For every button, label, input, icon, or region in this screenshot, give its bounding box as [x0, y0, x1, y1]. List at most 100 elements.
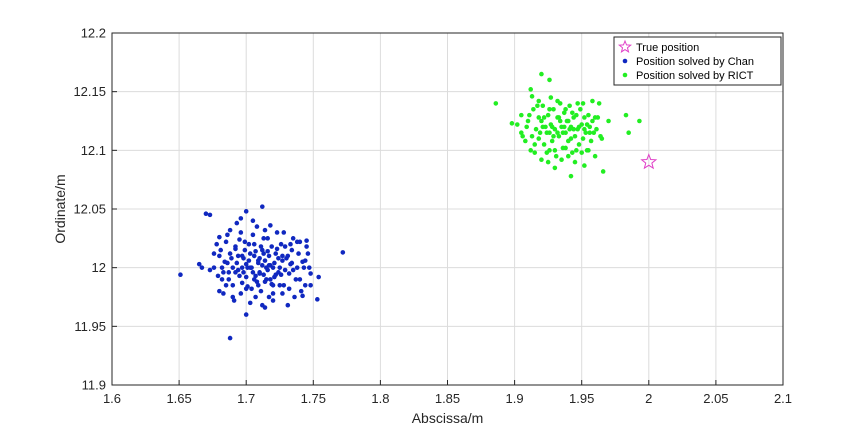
point-position-solved-by-chan [231, 298, 237, 303]
point-position-solved-by-chan [294, 265, 300, 270]
x-tick-label: 1.65 [166, 391, 191, 406]
point-position-solved-by-rict [540, 103, 546, 109]
point-position-solved-by-rict [540, 124, 546, 130]
point-position-solved-by-rict [579, 150, 584, 155]
point-position-solved-by-chan [250, 270, 256, 275]
point-position-solved-by-rict [514, 122, 520, 127]
point-position-solved-by-rict [582, 115, 587, 120]
point-position-solved-by-rict [594, 126, 599, 132]
point-position-solved-by-chan [277, 265, 283, 270]
point-position-solved-by-chan [304, 244, 309, 249]
legend-entry-label: Position solved by Chan [636, 56, 754, 68]
point-position-solved-by-chan [293, 277, 299, 282]
point-position-solved-by-rict [536, 115, 542, 120]
point-position-solved-by-chan [300, 293, 305, 299]
point-position-solved-by-chan [214, 241, 219, 247]
point-position-solved-by-rict [552, 165, 558, 171]
point-position-solved-by-rict [590, 118, 595, 124]
point-position-solved-by-chan [227, 227, 233, 233]
point-position-solved-by-chan [253, 248, 258, 254]
point-position-solved-by-rict [519, 130, 524, 136]
point-position-solved-by-chan [340, 250, 346, 255]
point-position-solved-by-chan [178, 272, 183, 278]
point-position-solved-by-chan [265, 236, 270, 241]
point-position-solved-by-rict [533, 126, 539, 132]
point-position-solved-by-chan [285, 302, 291, 308]
point-position-solved-by-chan [273, 251, 279, 256]
point-position-solved-by-chan [203, 211, 209, 216]
y-tick-label: 12.15 [73, 84, 106, 99]
x-tick-label: 1.7 [237, 391, 255, 406]
point-position-solved-by-chan [294, 239, 300, 245]
point-position-solved-by-rict [598, 133, 603, 139]
point-position-solved-by-chan [316, 274, 321, 280]
point-position-solved-by-chan [308, 271, 313, 276]
point-position-solved-by-chan [282, 267, 288, 273]
point-position-solved-by-chan [261, 251, 266, 256]
point-position-solved-by-chan [278, 241, 284, 247]
point-position-solved-by-chan [266, 253, 272, 259]
point-position-solved-by-rict [536, 136, 542, 141]
point-position-solved-by-rict [547, 77, 552, 83]
point-position-solved-by-chan [241, 270, 246, 275]
point-position-solved-by-rict [535, 103, 540, 109]
legend-entry-label: Position solved by RICT [636, 70, 754, 82]
point-position-solved-by-chan [273, 272, 279, 278]
point-position-solved-by-chan [301, 265, 307, 270]
point-position-solved-by-rict [529, 133, 535, 139]
point-position-solved-by-chan [254, 224, 260, 229]
point-position-solved-by-chan [253, 273, 258, 279]
legend-box [613, 36, 782, 86]
point-position-solved-by-rict [532, 150, 538, 155]
y-tick-label: 11.9 [82, 378, 106, 393]
point-position-solved-by-chan [217, 288, 222, 294]
point-position-solved-by-chan [270, 282, 276, 288]
point-position-solved-by-chan [260, 263, 265, 268]
point-position-solved-by-chan [285, 253, 291, 259]
point-position-solved-by-chan [250, 218, 256, 224]
point-position-solved-by-rict [545, 112, 551, 118]
point-position-solved-by-chan [270, 265, 276, 270]
point-position-solved-by-rict [570, 150, 575, 155]
point-position-solved-by-chan [219, 265, 225, 270]
point-position-solved-by-chan [296, 251, 301, 256]
point-position-solved-by-rict [587, 130, 593, 136]
point-position-solved-by-chan [247, 300, 253, 306]
point-position-solved-by-chan [280, 253, 285, 259]
point-position-solved-by-chan [218, 247, 224, 253]
point-position-solved-by-chan [274, 230, 280, 235]
point-position-solved-by-chan [257, 270, 262, 275]
point-position-solved-by-rict [527, 112, 532, 118]
point-position-solved-by-chan [239, 280, 245, 286]
point-position-solved-by-chan [243, 274, 249, 280]
point-position-solved-by-rict [547, 130, 552, 136]
point-position-solved-by-chan [261, 236, 266, 241]
point-position-solved-by-chan [217, 234, 222, 240]
point-position-solved-by-rict [556, 133, 562, 139]
point-position-solved-by-chan [239, 265, 245, 270]
point-position-solved-by-chan [262, 258, 268, 263]
point-position-solved-by-chan [270, 298, 276, 303]
legend-entry-label: True position [636, 42, 699, 54]
point-position-solved-by-chan [302, 258, 308, 263]
point-position-solved-by-chan [262, 227, 268, 233]
point-position-solved-by-chan [239, 253, 245, 259]
point-position-solved-by-chan [234, 220, 240, 226]
point-position-solved-by-rict [567, 126, 572, 132]
point-position-solved-by-chan [289, 247, 295, 253]
point-position-solved-by-chan [268, 223, 273, 228]
point-position-solved-by-chan [251, 253, 257, 259]
point-position-solved-by-rict [541, 142, 547, 147]
point-position-solved-by-chan [261, 272, 266, 278]
point-position-solved-by-chan [281, 230, 287, 235]
point-position-solved-by-rict [565, 153, 571, 159]
point-position-solved-by-rict [563, 106, 568, 112]
point-position-solved-by-rict [544, 150, 550, 155]
point-position-solved-by-rict [537, 130, 543, 136]
point-position-solved-by-rict [557, 118, 563, 124]
point-position-solved-by-rict [592, 153, 598, 159]
point-position-solved-by-chan [264, 277, 269, 282]
point-position-solved-by-rict [591, 130, 597, 136]
point-position-solved-by-chan [230, 265, 236, 270]
